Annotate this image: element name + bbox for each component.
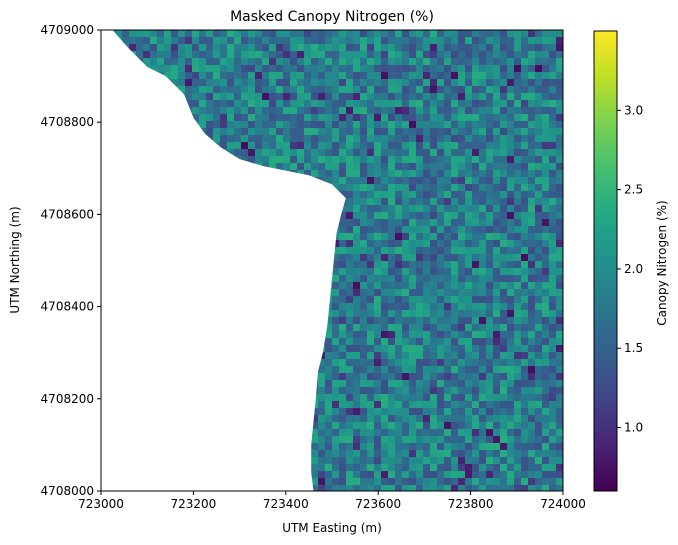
x-tick-label: 723800 (448, 497, 494, 511)
x-axis-ticks: 723000 723200 723400 723600 723800 724000 (78, 491, 586, 511)
x-tick-label: 723600 (355, 497, 401, 511)
x-axis-label: UTM Easting (m) (282, 521, 382, 535)
y-tick-label: 4708000 (41, 484, 94, 498)
x-tick-label: 723200 (170, 497, 216, 511)
colorbar-tick-label: 1.0 (624, 421, 643, 435)
colorbar-gradient (593, 30, 618, 492)
y-tick-label: 4708800 (41, 115, 94, 129)
y-tick-label: 4708600 (41, 207, 94, 221)
colorbar-label: Canopy Nitrogen (%) (655, 200, 669, 325)
colorbar-ticks: 1.0 1.5 2.0 2.5 3.0 (617, 103, 643, 435)
y-tick-label: 4708200 (41, 392, 94, 406)
masked-water-region (101, 30, 346, 491)
y-axis-label: UTM Northing (m) (8, 206, 22, 313)
y-tick-label: 4709000 (41, 23, 94, 37)
x-tick-label: 724000 (540, 497, 586, 511)
x-tick-label: 723400 (263, 497, 309, 511)
colorbar-tick-label: 3.0 (624, 103, 643, 117)
x-tick-label: 723000 (78, 497, 124, 511)
colorbar-tick-label: 2.5 (624, 183, 643, 197)
colorbar-tick-label: 2.0 (624, 262, 643, 276)
plot-frame (100, 29, 564, 492)
chart-title: Masked Canopy Nitrogen (%) (230, 9, 434, 25)
colorbar: 1.0 1.5 2.0 2.5 3.0 Canopy Nitrogen (%) (593, 30, 669, 492)
y-tick-label: 4708400 (41, 300, 94, 314)
y-axis-ticks: 4708000 4708200 4708400 4708600 4708800 47090… (41, 23, 101, 498)
plot-area (101, 30, 563, 491)
colorbar-tick-label: 1.5 (624, 341, 643, 355)
